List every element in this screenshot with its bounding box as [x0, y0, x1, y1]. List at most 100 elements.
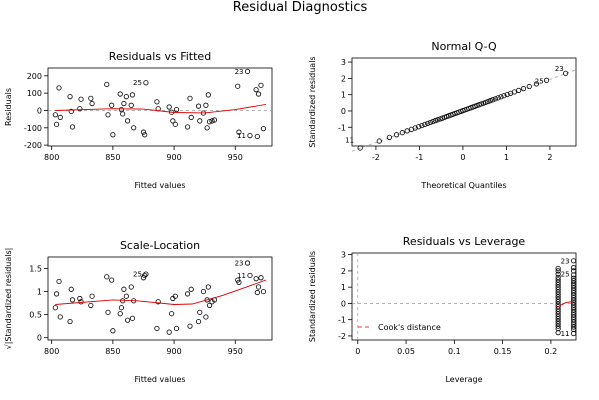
- data-point: [490, 97, 496, 103]
- data-point: [170, 118, 176, 124]
- data-point: [570, 302, 577, 308]
- data-point: [570, 317, 577, 323]
- point-label: 23: [235, 259, 244, 267]
- point-label: 25: [133, 271, 142, 279]
- y-tick-label: -1: [338, 316, 346, 325]
- data-point: [439, 115, 445, 121]
- data-point: [570, 304, 577, 311]
- data-point: [260, 126, 267, 132]
- point-label: 23: [555, 65, 564, 73]
- panel-residuals-vs-fitted: Residuals vs Fitted 800 850 900 950 -200 -100 0…: [4, 50, 273, 190]
- data-point: [53, 291, 60, 297]
- data-point: [570, 285, 577, 291]
- data-point: [427, 119, 433, 126]
- smoother-line: [55, 279, 267, 305]
- data-point: [124, 317, 131, 323]
- data-point: [570, 312, 577, 318]
- data-point: [67, 94, 73, 100]
- data-point: [236, 129, 242, 135]
- data-point: [77, 295, 83, 302]
- data-point: [123, 293, 129, 299]
- data-point: [570, 282, 577, 289]
- y-tick-label: 0.5: [29, 311, 42, 320]
- data-point: [77, 106, 83, 112]
- data-point: [110, 132, 116, 138]
- data-point: [533, 81, 540, 87]
- data-point: [555, 321, 561, 327]
- data-point: [187, 95, 193, 101]
- data-point: [258, 275, 264, 281]
- data-point: [247, 272, 253, 279]
- data-point: [555, 294, 561, 300]
- data-point: [205, 92, 211, 98]
- plot-frame: [47, 256, 273, 341]
- data-point: [89, 100, 95, 107]
- data-point: [195, 318, 202, 325]
- data-point: [430, 118, 436, 125]
- point-label: 11: [561, 330, 570, 338]
- data-point: [123, 94, 129, 100]
- data-point: [155, 299, 161, 305]
- data-point: [570, 314, 577, 320]
- data-point: [154, 325, 160, 332]
- data-point: [78, 299, 84, 305]
- y-tick-label: 0: [341, 107, 346, 116]
- panel-title: Residuals vs Fitted: [109, 50, 211, 63]
- data-point: [68, 108, 74, 114]
- data-point: [188, 286, 194, 292]
- data-point: [570, 278, 577, 284]
- data-point: [105, 309, 111, 315]
- data-point: [260, 288, 267, 295]
- data-point: [143, 80, 149, 86]
- y-tick-label: -1: [338, 123, 346, 132]
- smoother-line: [557, 301, 574, 308]
- data-point: [435, 117, 441, 123]
- data-point: [483, 99, 489, 105]
- data-point: [555, 291, 561, 298]
- y-tick-label: -100: [24, 124, 42, 133]
- data-point: [520, 86, 527, 92]
- data-point: [570, 268, 577, 274]
- y-axis-label: √|Standardized residuals|: [4, 248, 13, 350]
- data-point: [120, 298, 126, 304]
- y-tick-label: 0: [37, 334, 42, 343]
- data-point: [209, 118, 215, 124]
- data-point: [570, 324, 577, 330]
- x-axis-label: Fitted values: [134, 375, 185, 384]
- cooks-distance-legend-label: Cook's distance: [378, 323, 441, 332]
- data-point: [109, 102, 115, 108]
- data-point: [570, 258, 577, 264]
- data-point: [124, 118, 131, 124]
- data-point: [184, 124, 191, 130]
- data-point: [253, 276, 259, 282]
- data-point: [437, 116, 443, 122]
- x-tick-label: 900: [166, 347, 181, 356]
- data-point: [236, 279, 242, 285]
- data-point: [187, 323, 193, 329]
- data-point: [555, 289, 561, 295]
- x-tick-label: -2: [372, 153, 380, 162]
- data-point: [206, 302, 213, 309]
- data-point: [425, 120, 431, 127]
- data-point: [172, 293, 178, 299]
- x-tick-label: 950: [228, 153, 243, 162]
- panel-title: Scale-Location: [120, 239, 200, 252]
- x-tick-label: 900: [166, 153, 181, 162]
- data-point: [88, 95, 94, 101]
- data-point: [166, 104, 172, 110]
- data-point: [412, 125, 418, 131]
- data-point: [57, 114, 63, 121]
- data-point: [172, 121, 178, 127]
- data-point: [492, 96, 499, 102]
- y-tick-label: 3: [341, 251, 346, 260]
- data-point: [131, 125, 137, 131]
- data-point: [255, 284, 262, 290]
- data-point: [570, 287, 577, 294]
- data-point: [254, 289, 260, 296]
- data-point: [78, 96, 84, 102]
- data-point: [142, 272, 148, 279]
- x-tick-label: 850: [105, 347, 120, 356]
- data-point: [89, 293, 95, 299]
- y-tick-label: 2: [341, 74, 346, 83]
